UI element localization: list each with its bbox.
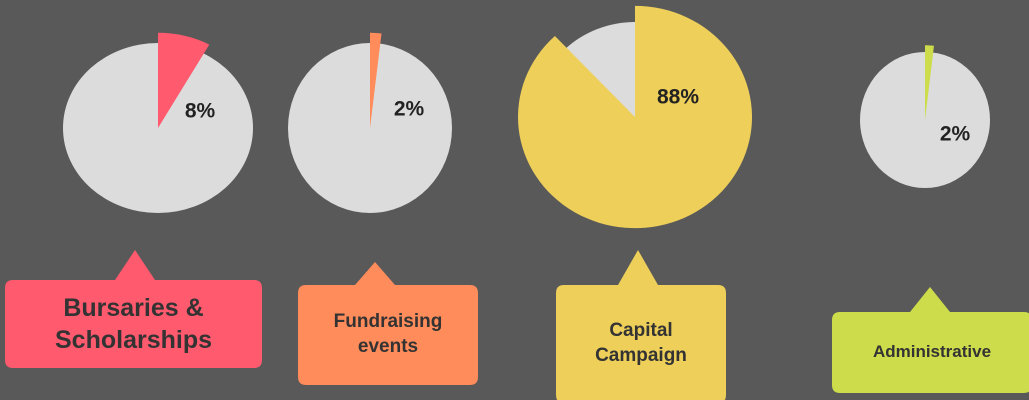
pie-slice [925,45,934,121]
pie-slice [370,32,382,128]
value-label: 2% [940,123,971,146]
value-label: 2% [394,98,425,121]
callout [556,250,726,400]
category-label-box: Administrative [872,342,992,362]
category-label-box: Capital Campaign [595,320,687,366]
callout [298,262,478,385]
pie-slice [517,5,752,229]
category-label: Capital Campaign [595,320,687,366]
category-label-box: Bursaries & Scholarships [55,293,212,355]
value-label: 88% [657,86,699,109]
category-label: Administrative [872,342,992,362]
value-label: 8% [185,100,216,123]
category-label: Fundraising events [333,311,443,357]
category-label: Bursaries & Scholarships [55,293,212,355]
callout [832,287,1029,393]
callout [5,250,262,368]
category-label-box: Fundraising events [333,311,443,357]
pie-slice [158,32,210,128]
